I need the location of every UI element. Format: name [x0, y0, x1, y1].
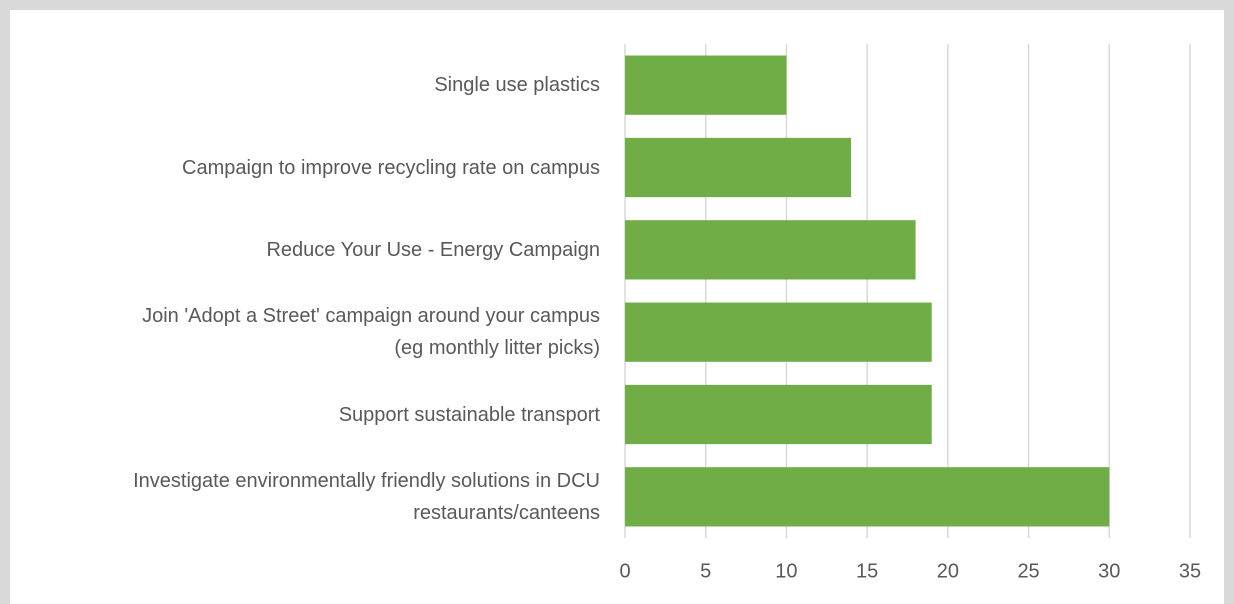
- x-tick-label: 5: [700, 560, 711, 582]
- y-tick-label: Campaign to improve recycling rate on ca…: [182, 156, 600, 179]
- y-tick-label: Investigate environmentally friendly sol…: [133, 469, 600, 524]
- x-tick-label: 15: [856, 560, 878, 582]
- bar: [625, 467, 1110, 527]
- y-tick-label: Support sustainable transport: [338, 403, 600, 426]
- x-tick-label: 20: [937, 560, 959, 582]
- x-tick-label: 30: [1098, 560, 1120, 582]
- x-tick-label: 25: [1017, 560, 1039, 582]
- y-tick-label: Reduce Your Use - Energy Campaign: [266, 238, 600, 261]
- x-tick-label: 10: [775, 560, 797, 582]
- bar: [625, 137, 851, 198]
- bar: [625, 220, 916, 280]
- bar: [625, 55, 787, 115]
- y-tick-label: Join 'Adopt a Street' campaign around yo…: [142, 305, 600, 360]
- y-tick-label: Single use plastics: [434, 74, 600, 97]
- x-tick-label: 0: [619, 560, 630, 582]
- x-tick-label: 35: [1179, 560, 1201, 582]
- bar: [625, 302, 932, 362]
- bar: [625, 384, 932, 445]
